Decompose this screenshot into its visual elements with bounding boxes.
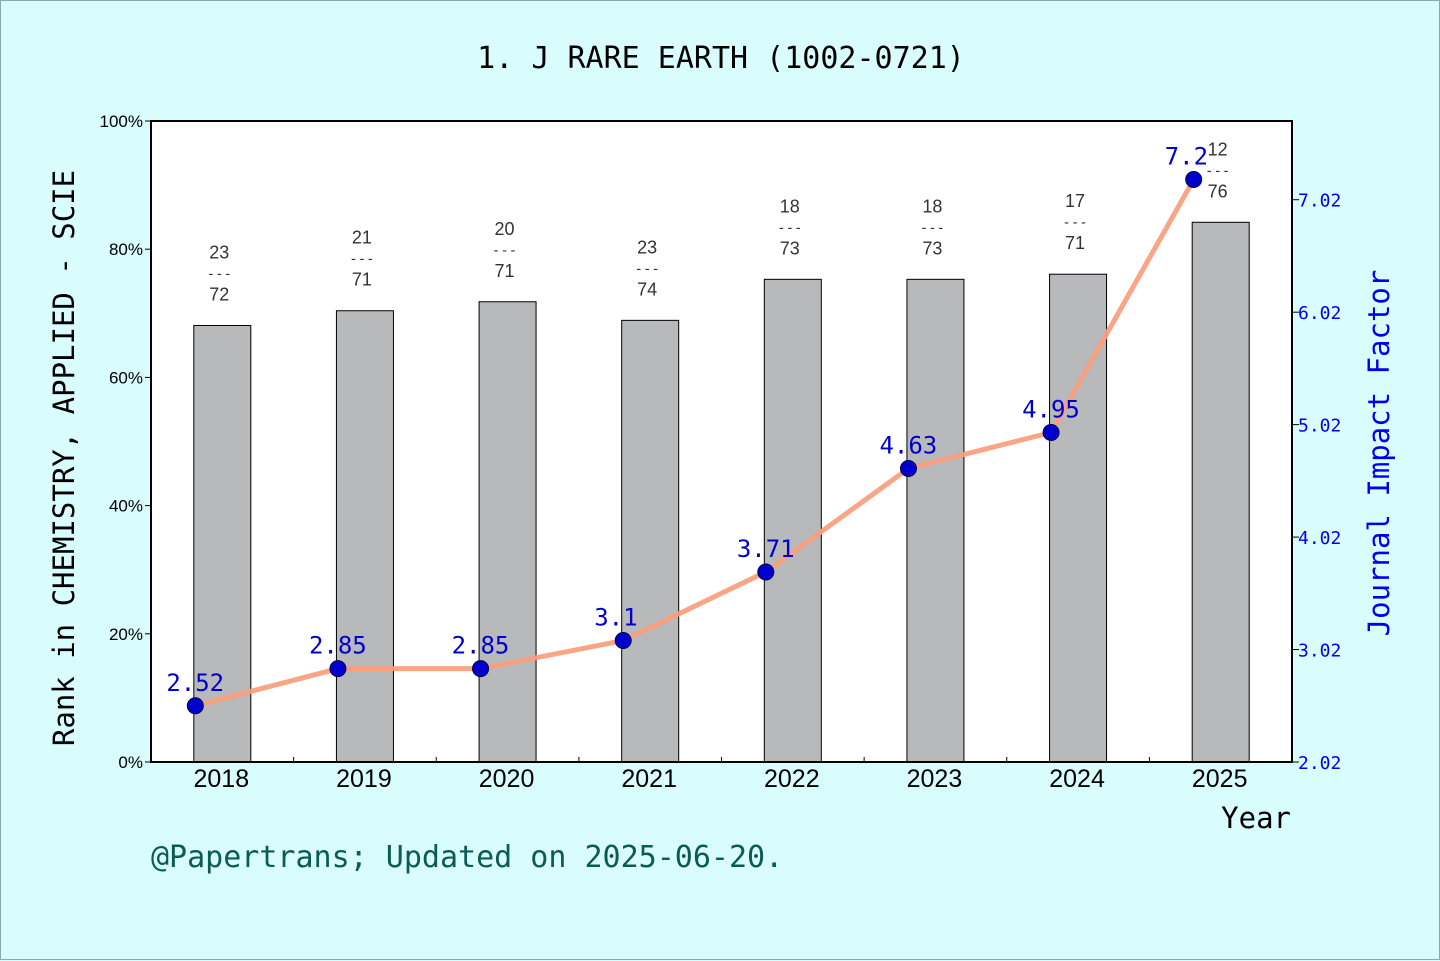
left-tick-label: 60% bbox=[109, 368, 143, 387]
x-tick-label-2020: 2020 bbox=[479, 765, 535, 793]
rank-top-2022: 18 bbox=[780, 196, 800, 216]
x-tick-label-2021: 2021 bbox=[621, 765, 677, 793]
rank-bottom-2018: 72 bbox=[209, 284, 229, 304]
impact-factor-point-2018 bbox=[186, 697, 204, 715]
rank-labels: 23 --- 72 21 --- 71 20 --- 71 23 --- 74 18 --- 73 18 ---… bbox=[207, 139, 1231, 304]
right-axis-label: Journal Impact Factor bbox=[1362, 270, 1396, 637]
x-axis-ticks: 2018 2019 2020 2021 2022 2023 2024 2025 bbox=[194, 757, 1248, 793]
left-tick-label: 20% bbox=[109, 625, 143, 644]
chart-title: 1. J RARE EARTH (1002-0721) bbox=[477, 41, 965, 76]
impact-factor-label-2025: 7.2 bbox=[1165, 142, 1208, 170]
x-tick-label-2019: 2019 bbox=[336, 765, 392, 793]
rank-separator-2023: --- bbox=[920, 220, 945, 236]
right-tick-label: 2.02 bbox=[1298, 753, 1341, 774]
impact-factor-point-2021 bbox=[614, 632, 632, 650]
bar-2018 bbox=[193, 324, 252, 763]
impact-factor-label-2018: 2.52 bbox=[166, 669, 224, 697]
bar-2021 bbox=[621, 319, 680, 763]
impact-factor-label-2024: 4.95 bbox=[1022, 396, 1080, 424]
rank-top-2018: 23 bbox=[209, 242, 229, 262]
right-axis-ticks: 2.02 3.02 4.02 5.02 6.02 7.02 bbox=[1292, 191, 1341, 774]
impact-factor-point-2020 bbox=[472, 660, 490, 678]
impact-factor-line bbox=[194, 178, 1196, 709]
rank-bottom-2021: 74 bbox=[637, 279, 657, 299]
impact-factor-point-2019 bbox=[329, 660, 347, 678]
x-tick-label-2025: 2025 bbox=[1192, 765, 1248, 793]
bar-2020 bbox=[478, 301, 537, 763]
rank-top-2021: 23 bbox=[637, 237, 657, 257]
right-tick-label: 3.02 bbox=[1298, 641, 1341, 662]
rank-top-2019: 21 bbox=[352, 228, 372, 248]
rank-bottom-2025: 76 bbox=[1208, 181, 1228, 201]
impact-factor-label-2020: 2.85 bbox=[452, 632, 510, 660]
rank-separator-2020: --- bbox=[492, 243, 517, 259]
rank-bottom-2024: 71 bbox=[1065, 233, 1085, 253]
rank-top-2020: 20 bbox=[495, 219, 515, 239]
rank-bottom-2019: 71 bbox=[352, 270, 372, 290]
impact-factor-point-2023 bbox=[899, 459, 917, 477]
impact-factor-series: 2.52 2.85 2.85 3.1 3.71 4.63 4.95 7.2 bbox=[166, 142, 1208, 715]
impact-factor-point-2024 bbox=[1042, 424, 1060, 442]
x-tick-label-2022: 2022 bbox=[764, 765, 820, 793]
bar-series bbox=[193, 221, 1250, 763]
left-tick-label: 100% bbox=[100, 112, 143, 131]
rank-top-2024: 17 bbox=[1065, 191, 1085, 211]
right-tick-label: 7.02 bbox=[1298, 191, 1341, 212]
bar-2022 bbox=[763, 278, 822, 763]
left-tick-label: 40% bbox=[109, 497, 143, 516]
impact-factor-point-2025 bbox=[1185, 170, 1203, 188]
left-axis-ticks: 0% 20% 40% 60% 80% 100% bbox=[100, 112, 151, 772]
x-axis-label: Year bbox=[1221, 801, 1291, 835]
rank-bottom-2022: 73 bbox=[780, 238, 800, 258]
rank-separator-2024: --- bbox=[1062, 215, 1087, 231]
footer-note: @Papertrans; Updated on 2025-06-20. bbox=[151, 840, 783, 875]
plot-background bbox=[151, 121, 1292, 762]
bar-2025 bbox=[1191, 221, 1250, 763]
right-tick-label: 4.02 bbox=[1298, 528, 1341, 549]
impact-factor-label-2021: 3.1 bbox=[594, 604, 637, 632]
impact-factor-label-2023: 4.63 bbox=[879, 431, 937, 459]
left-tick-label: 0% bbox=[118, 753, 143, 772]
impact-factor-label-2022: 3.71 bbox=[737, 535, 795, 563]
bar-2023 bbox=[906, 278, 965, 763]
impact-factor-point-2022 bbox=[757, 563, 775, 581]
rank-separator-2021: --- bbox=[635, 261, 660, 277]
rank-separator-2019: --- bbox=[349, 252, 374, 268]
bar-2019 bbox=[335, 310, 394, 763]
plot-area bbox=[151, 121, 1292, 762]
impact-factor-label-2019: 2.85 bbox=[309, 632, 367, 660]
rank-separator-2018: --- bbox=[207, 266, 232, 282]
right-tick-label: 6.02 bbox=[1298, 303, 1341, 324]
x-tick-label-2023: 2023 bbox=[907, 765, 963, 793]
x-tick-label-2018: 2018 bbox=[194, 765, 250, 793]
right-tick-label: 5.02 bbox=[1298, 416, 1341, 437]
left-axis-label: Rank in CHEMISTRY, APPLIED - SCIE bbox=[47, 170, 81, 746]
x-tick-label-2024: 2024 bbox=[1049, 765, 1105, 793]
rank-separator-2025: --- bbox=[1205, 163, 1230, 179]
rank-top-2025: 12 bbox=[1208, 139, 1228, 159]
rank-top-2023: 18 bbox=[922, 196, 942, 216]
rank-separator-2022: --- bbox=[777, 220, 802, 236]
rank-bottom-2020: 71 bbox=[495, 261, 515, 281]
left-tick-label: 80% bbox=[109, 240, 143, 259]
rank-bottom-2023: 73 bbox=[922, 238, 942, 258]
